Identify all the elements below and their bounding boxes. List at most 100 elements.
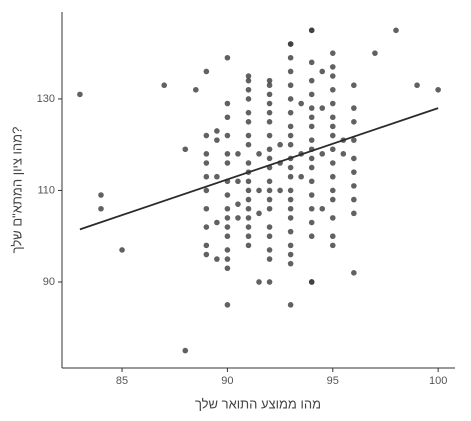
point <box>266 91 273 98</box>
point <box>203 242 210 249</box>
point <box>235 151 241 157</box>
point <box>203 68 210 75</box>
point <box>287 242 294 249</box>
point <box>308 155 315 162</box>
point <box>214 173 220 180</box>
point <box>308 123 315 130</box>
point <box>245 215 252 221</box>
point <box>287 68 294 75</box>
point <box>224 100 231 107</box>
y-tick-label: 130 <box>37 93 55 105</box>
point <box>266 196 273 203</box>
point <box>319 205 326 212</box>
point <box>245 178 252 185</box>
point <box>203 187 210 194</box>
point <box>266 146 273 153</box>
point <box>287 96 294 102</box>
x-axis-title: מהו ממוצע התואר שלך <box>195 396 321 411</box>
point <box>308 59 315 66</box>
point <box>319 151 326 157</box>
point <box>287 41 294 47</box>
point <box>393 27 399 34</box>
point <box>224 215 231 221</box>
point <box>224 54 231 61</box>
point <box>277 141 283 148</box>
point <box>308 233 315 240</box>
point <box>287 187 294 194</box>
point <box>224 151 231 157</box>
point <box>245 132 252 139</box>
point <box>329 50 336 56</box>
point <box>203 160 210 166</box>
point <box>329 132 336 139</box>
point <box>224 233 231 240</box>
point <box>266 77 273 84</box>
point <box>351 270 357 276</box>
point <box>224 192 231 198</box>
point <box>351 169 357 175</box>
point <box>351 105 357 111</box>
point <box>308 205 315 212</box>
point <box>266 132 273 139</box>
point <box>329 187 336 194</box>
point <box>245 160 252 166</box>
point <box>235 201 241 207</box>
point <box>287 109 294 116</box>
point <box>351 196 357 203</box>
point <box>351 183 357 189</box>
point <box>245 224 252 230</box>
point <box>203 151 210 157</box>
point <box>224 247 231 253</box>
point <box>308 178 315 185</box>
point <box>245 233 252 240</box>
point <box>329 100 336 107</box>
y-tick-label: 110 <box>37 184 55 196</box>
point <box>245 205 252 212</box>
point <box>119 247 125 253</box>
point <box>308 91 315 98</box>
point <box>256 187 262 194</box>
point <box>287 205 294 212</box>
point <box>224 256 231 262</box>
point <box>224 114 231 121</box>
point <box>308 164 315 171</box>
point <box>266 100 273 107</box>
point <box>235 178 241 185</box>
point <box>266 247 273 253</box>
point <box>245 73 252 79</box>
point <box>77 91 83 98</box>
point <box>161 82 168 89</box>
point <box>214 219 220 226</box>
point <box>266 155 273 162</box>
point <box>224 265 231 272</box>
point <box>435 86 441 93</box>
point <box>182 347 189 354</box>
point <box>287 302 294 308</box>
point <box>329 215 336 221</box>
point <box>214 128 220 134</box>
point <box>372 50 378 56</box>
point <box>351 210 357 217</box>
point <box>182 146 189 153</box>
point <box>245 196 252 203</box>
point <box>224 224 231 230</box>
point <box>245 187 252 194</box>
point <box>287 82 294 89</box>
point <box>329 146 336 153</box>
point <box>266 82 273 89</box>
point <box>308 114 315 121</box>
y-tick-label: 90 <box>43 276 55 288</box>
point <box>351 119 357 125</box>
point <box>214 137 220 143</box>
point <box>224 160 231 166</box>
y-axis-title: מהו ציון המתא"ם שלך? <box>9 127 24 254</box>
point <box>308 137 315 143</box>
point <box>308 27 315 34</box>
point <box>308 105 315 111</box>
point <box>329 242 336 249</box>
point <box>266 187 273 194</box>
point <box>224 302 231 308</box>
point <box>329 86 336 93</box>
